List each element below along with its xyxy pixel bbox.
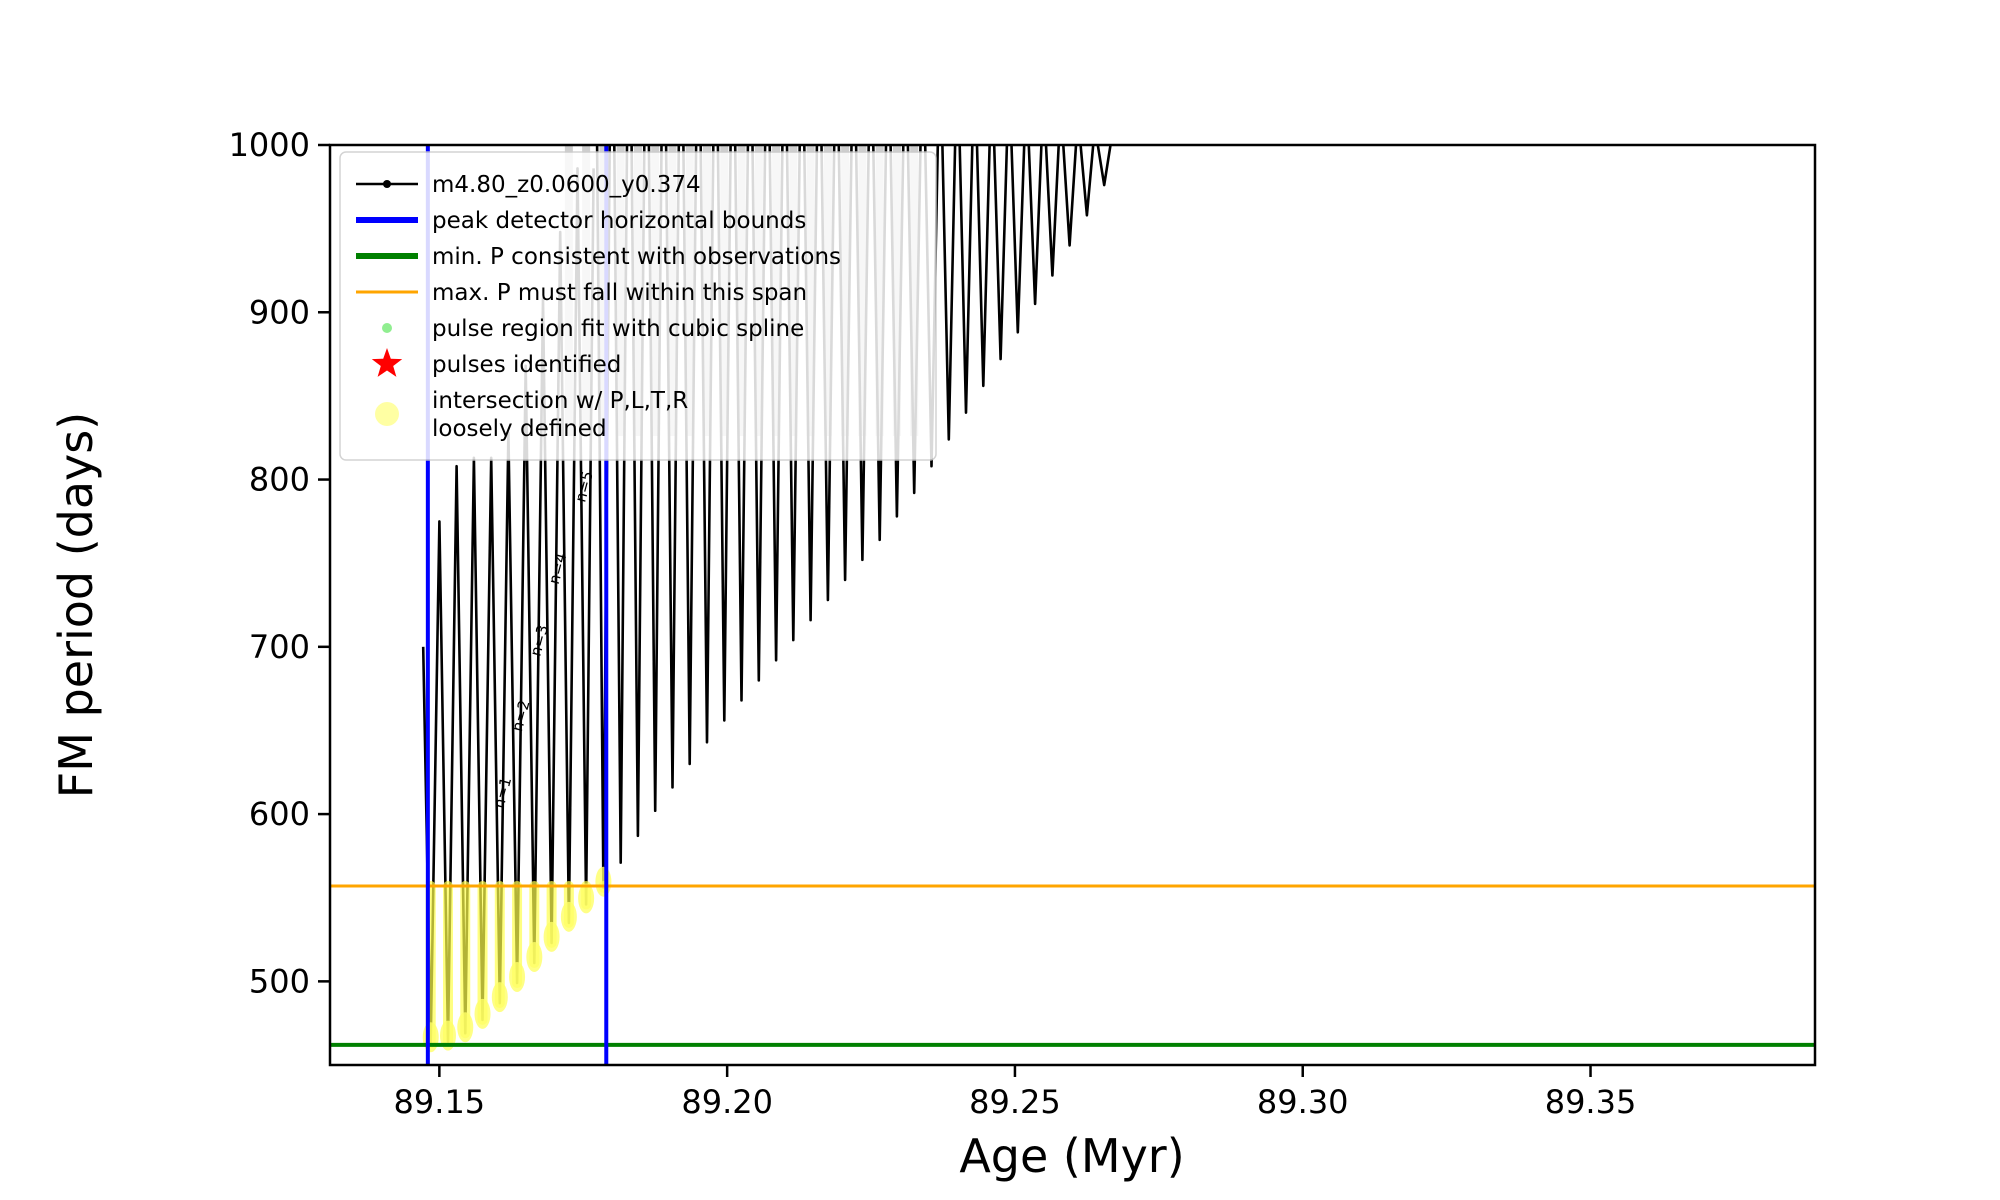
legend-item: m4.80_z0.0600_y0.374 xyxy=(356,172,701,198)
pulse-intersection-blob xyxy=(526,941,543,972)
plot-border xyxy=(328,143,1817,1067)
legend-label: pulses identified xyxy=(432,352,621,378)
legend-label: loosely defined xyxy=(432,416,607,442)
pulse-intersection-blob xyxy=(509,962,526,993)
pulse-intersection-blob xyxy=(457,1012,474,1043)
y-tick-label: 600 xyxy=(249,795,310,833)
legend-label: max. P must fall within this span xyxy=(432,280,807,306)
pulse-intersection-blob xyxy=(578,883,595,914)
legend-item: peak detector horizontal bounds xyxy=(356,208,806,234)
harmonic-label: n=4 xyxy=(545,551,571,586)
y-tick-label: 900 xyxy=(249,293,310,331)
legend-label: pulse region fit with cubic spline xyxy=(432,316,804,342)
pulse-intersection-blob xyxy=(474,998,491,1029)
legend-star-marker xyxy=(371,348,403,377)
y-tick-label: 1000 xyxy=(229,126,310,164)
x-tick-label: 89.20 xyxy=(681,1083,773,1121)
y-axis-label: FM period (days) xyxy=(49,412,103,798)
x-tick-label: 89.35 xyxy=(1545,1083,1637,1121)
legend-label: intersection w/ P,L,T,R xyxy=(432,388,688,414)
pulse-highlight-layer xyxy=(422,866,612,1053)
pulse-intersection-blob xyxy=(560,901,577,932)
legend-pulse-region-marker xyxy=(382,323,392,333)
legend-label: m4.80_z0.0600_y0.374 xyxy=(432,172,701,198)
legend-intersection-marker xyxy=(375,402,399,426)
y-tick-label: 500 xyxy=(249,962,310,1000)
series-spike xyxy=(1062,144,1078,247)
legend-dot-marker xyxy=(383,180,391,188)
series-spike xyxy=(1044,144,1060,277)
axes-layer: 89.15 89.20 89.25 89.30 89.35 500 600 700 800 900… xyxy=(229,126,1817,1121)
pulse-intersection-blob xyxy=(422,1022,439,1053)
pulse-intersection-blob xyxy=(595,866,612,897)
y-tick-label: 800 xyxy=(249,461,310,499)
series-spike xyxy=(975,144,991,388)
series-spike xyxy=(1027,144,1043,306)
series-spike xyxy=(1079,144,1095,217)
series-spike xyxy=(1096,144,1112,187)
legend-item: max. P must fall within this span xyxy=(356,280,807,306)
legend-item: pulse region fit with cubic spline xyxy=(382,316,804,342)
pulse-intersection-blob xyxy=(543,921,560,952)
legend-item: pulses identified xyxy=(371,348,621,378)
x-axis-label: Age (Myr) xyxy=(959,1129,1184,1183)
x-tick-label: 89.15 xyxy=(394,1083,486,1121)
series-spike xyxy=(1010,144,1026,334)
pulse-intersection-blob xyxy=(491,982,508,1013)
legend-item: min. P consistent with observations xyxy=(356,244,841,270)
series-spike xyxy=(941,144,957,441)
series-spike xyxy=(958,144,974,414)
legend-label: min. P consistent with observations xyxy=(432,244,841,270)
legend-box xyxy=(339,151,937,461)
series-spike xyxy=(992,144,1009,361)
x-tick-label: 89.30 xyxy=(1257,1083,1349,1121)
x-tick-label: 89.25 xyxy=(969,1083,1061,1121)
y-tick-label: 700 xyxy=(249,628,310,666)
legend-label: peak detector horizontal bounds xyxy=(432,208,806,234)
harmonic-label: n=1 xyxy=(490,775,516,810)
